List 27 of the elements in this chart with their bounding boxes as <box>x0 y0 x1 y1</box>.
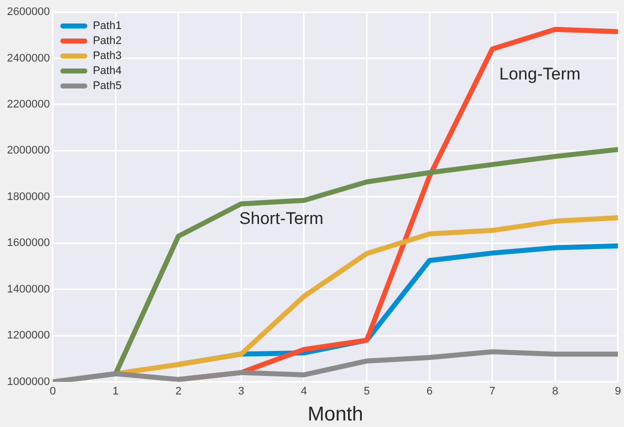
legend-label: Path1 <box>92 20 122 32</box>
x-tick-label: 0 <box>50 385 56 398</box>
x-tick-label: 1 <box>112 385 119 398</box>
legend-label: Path5 <box>92 80 122 92</box>
x-tick-label: 5 <box>364 385 370 398</box>
x-tick-label: 3 <box>238 385 244 398</box>
annotation: Long-Term <box>499 64 581 84</box>
y-tick-label: 1400000 <box>6 283 50 296</box>
x-tick-label: 8 <box>552 385 558 398</box>
y-tick-label: 1000000 <box>6 376 50 388</box>
legend-label: Path4 <box>92 65 122 78</box>
y-tick-label: 2400000 <box>6 52 50 64</box>
y-tick-label: 2600000 <box>6 6 50 18</box>
x-tick-label: 9 <box>614 385 622 398</box>
y-tick-label: 1200000 <box>6 330 50 342</box>
y-tick-label: 1800000 <box>6 190 50 203</box>
legend-label: Path2 <box>92 35 122 48</box>
y-tick-label: 2200000 <box>6 98 50 110</box>
y-tick-label: 1600000 <box>6 237 50 250</box>
annotation: Short-Term <box>239 208 324 228</box>
x-tick-label: 2 <box>175 385 182 398</box>
x-tick-label: 6 <box>426 385 433 398</box>
x-tick-label: 4 <box>300 385 308 398</box>
y-tick-label: 2000000 <box>6 144 50 157</box>
x-tick-label: 7 <box>489 385 496 398</box>
x-axis-title: Month <box>308 404 364 426</box>
legend-label: Path3 <box>92 50 122 62</box>
